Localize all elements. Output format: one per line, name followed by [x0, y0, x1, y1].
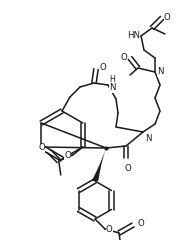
Polygon shape — [92, 178, 99, 181]
Text: O: O — [64, 151, 71, 161]
Polygon shape — [96, 169, 101, 172]
Polygon shape — [93, 175, 99, 178]
Polygon shape — [101, 157, 103, 160]
Polygon shape — [98, 166, 101, 169]
Text: O: O — [120, 53, 127, 61]
Polygon shape — [103, 154, 104, 157]
Polygon shape — [105, 148, 106, 151]
Polygon shape — [95, 172, 100, 175]
Text: O: O — [99, 62, 106, 72]
Text: N: N — [157, 67, 164, 77]
Polygon shape — [99, 163, 102, 166]
Text: N: N — [145, 134, 151, 143]
Text: O: O — [106, 226, 113, 234]
Polygon shape — [100, 160, 103, 163]
Text: O: O — [38, 144, 45, 152]
Text: O: O — [164, 12, 171, 22]
Polygon shape — [104, 151, 105, 154]
Text: HN: HN — [127, 31, 140, 41]
Text: O: O — [125, 164, 131, 173]
Text: O: O — [137, 218, 144, 228]
Text: H: H — [109, 76, 115, 84]
Text: N: N — [109, 84, 116, 92]
